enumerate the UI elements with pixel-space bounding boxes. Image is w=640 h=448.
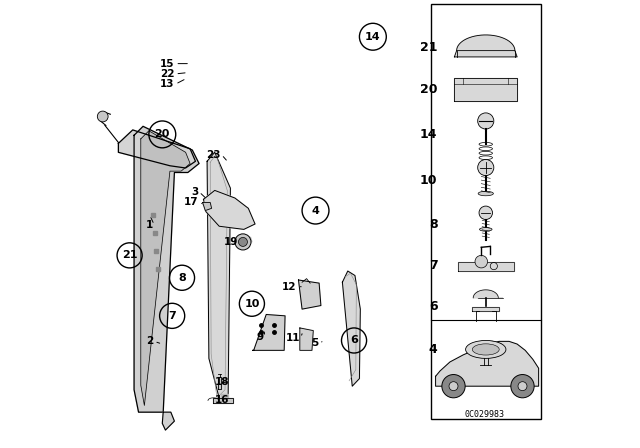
Text: 10: 10 (420, 173, 437, 187)
Text: 3: 3 (191, 187, 198, 197)
Polygon shape (342, 271, 360, 386)
Polygon shape (218, 377, 221, 389)
Polygon shape (203, 202, 212, 211)
Text: 7: 7 (168, 311, 176, 321)
Polygon shape (204, 190, 255, 229)
Text: 14: 14 (420, 128, 437, 141)
Text: 4: 4 (312, 206, 319, 215)
Polygon shape (457, 35, 515, 51)
Text: 0C029983: 0C029983 (465, 410, 505, 419)
Text: 21: 21 (420, 40, 437, 54)
Text: 15: 15 (160, 59, 174, 69)
Polygon shape (141, 131, 190, 405)
Ellipse shape (466, 340, 506, 358)
Ellipse shape (479, 228, 492, 231)
Circle shape (442, 375, 465, 398)
Text: 17: 17 (184, 198, 198, 207)
Text: 9: 9 (257, 332, 264, 342)
Polygon shape (134, 126, 199, 412)
Text: 5: 5 (311, 338, 318, 348)
Text: 4: 4 (429, 343, 437, 356)
Polygon shape (454, 78, 517, 101)
Polygon shape (458, 262, 513, 271)
Text: 18: 18 (215, 377, 230, 387)
Text: 23: 23 (206, 150, 221, 159)
Polygon shape (163, 412, 174, 430)
Circle shape (477, 159, 494, 176)
Text: 13: 13 (160, 79, 174, 89)
Text: 20: 20 (155, 129, 170, 139)
Text: 8: 8 (178, 273, 186, 283)
Text: 2: 2 (146, 336, 154, 346)
Text: 11: 11 (285, 333, 300, 343)
Polygon shape (253, 314, 285, 350)
Circle shape (475, 255, 488, 268)
Text: 7: 7 (429, 258, 437, 272)
Ellipse shape (472, 344, 499, 355)
Text: 21: 21 (122, 250, 138, 260)
Polygon shape (454, 51, 517, 57)
Polygon shape (472, 307, 499, 311)
Circle shape (235, 234, 251, 250)
Text: 8: 8 (429, 217, 437, 231)
Polygon shape (473, 290, 503, 298)
Text: 1: 1 (146, 220, 154, 230)
Bar (431, 4, 541, 419)
Polygon shape (118, 130, 195, 168)
Text: 6: 6 (429, 300, 437, 314)
Text: 6: 6 (350, 336, 358, 345)
Polygon shape (300, 328, 314, 350)
Polygon shape (221, 394, 228, 398)
Polygon shape (244, 237, 252, 243)
Circle shape (477, 113, 494, 129)
Text: 22: 22 (160, 69, 174, 79)
Text: 20: 20 (420, 83, 437, 96)
Circle shape (518, 382, 527, 391)
Text: 12: 12 (282, 282, 297, 292)
Polygon shape (473, 341, 501, 354)
Polygon shape (213, 398, 232, 403)
Circle shape (479, 206, 493, 220)
Text: 14: 14 (365, 32, 381, 42)
Polygon shape (207, 152, 230, 403)
Circle shape (97, 111, 108, 122)
Circle shape (511, 375, 534, 398)
Ellipse shape (478, 191, 493, 196)
Text: 19: 19 (224, 237, 239, 247)
Polygon shape (298, 280, 321, 309)
Circle shape (449, 382, 458, 391)
Text: 16: 16 (215, 395, 230, 405)
Circle shape (239, 237, 248, 246)
Text: 10: 10 (244, 299, 260, 309)
Polygon shape (436, 341, 539, 386)
